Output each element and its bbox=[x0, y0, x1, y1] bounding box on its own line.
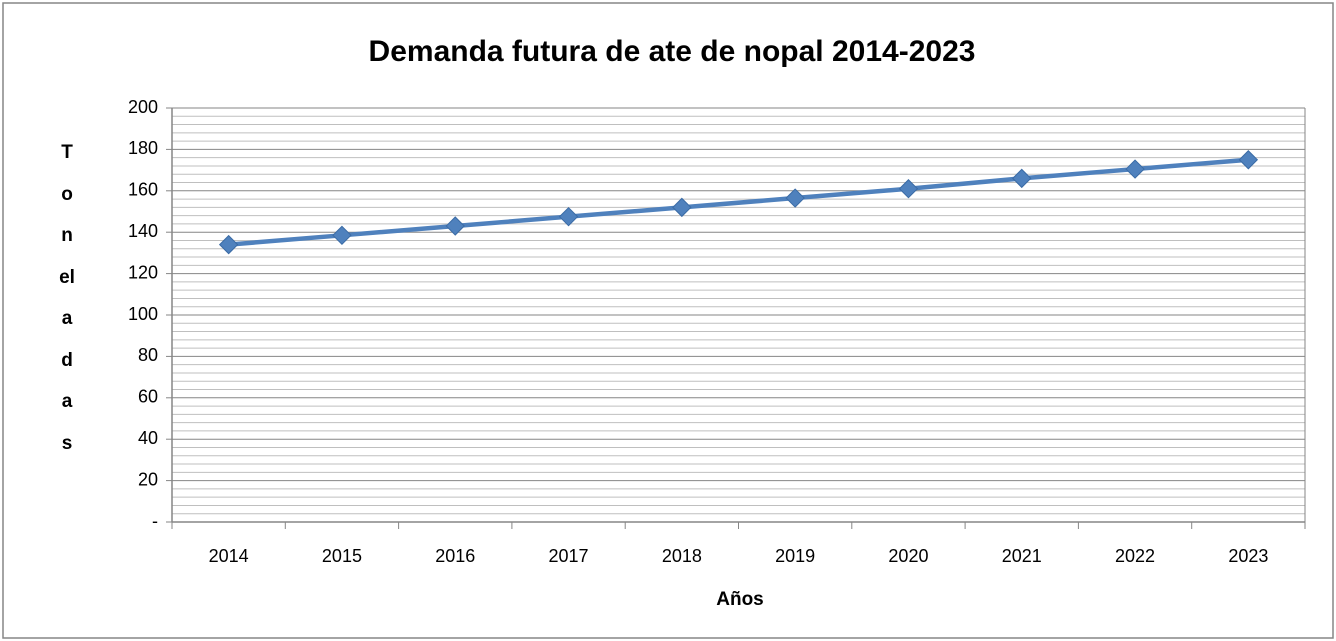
y-axis-label: Toneladas bbox=[59, 142, 75, 454]
x-axis-label: Años bbox=[716, 589, 764, 610]
x-tick-label: 2020 bbox=[888, 546, 928, 566]
marker bbox=[332, 225, 352, 246]
y-tick-label: - bbox=[152, 511, 158, 531]
y-tick-label: 20 bbox=[138, 469, 158, 489]
y-tick-label: 160 bbox=[128, 180, 158, 200]
x-tick-label: 2016 bbox=[435, 546, 475, 566]
x-tick-label: 2019 bbox=[775, 546, 815, 566]
x-tick-label: 2022 bbox=[1115, 546, 1155, 566]
marker bbox=[1125, 159, 1145, 179]
y-tick-label: 120 bbox=[128, 262, 158, 282]
x-tick-label: 2018 bbox=[662, 546, 702, 566]
marker bbox=[558, 206, 579, 227]
x-tick-label: 2023 bbox=[1228, 546, 1268, 566]
marker bbox=[672, 197, 692, 218]
marker bbox=[898, 179, 919, 199]
marker bbox=[218, 234, 239, 255]
chart-title: Demanda futura de ate de nopal 2014-2023 bbox=[369, 35, 976, 68]
x-tick-label: 2021 bbox=[1002, 546, 1042, 566]
x-tick-label: 2015 bbox=[322, 546, 362, 566]
x-tick-label: 2014 bbox=[209, 546, 249, 566]
y-tick-label: 200 bbox=[128, 97, 158, 117]
marker bbox=[1012, 168, 1032, 189]
marker bbox=[1238, 150, 1259, 170]
line-series bbox=[228, 157, 1249, 247]
marker bbox=[445, 216, 465, 236]
y-tick-label: 60 bbox=[138, 387, 158, 407]
x-tick-label: 2017 bbox=[549, 546, 589, 566]
y-tick-label: 180 bbox=[128, 138, 158, 158]
y-tick-label: 80 bbox=[138, 345, 158, 365]
y-tick-label: 100 bbox=[128, 304, 158, 324]
y-tick-label: 40 bbox=[138, 428, 158, 448]
marker bbox=[785, 188, 805, 208]
y-tick-label: 140 bbox=[128, 221, 158, 241]
